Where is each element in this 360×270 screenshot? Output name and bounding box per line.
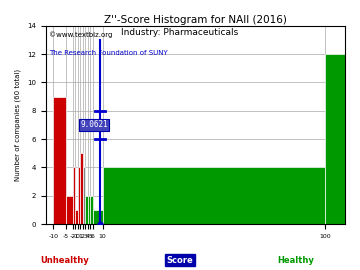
Bar: [76, 210, 78, 224]
Text: Unhealthy: Unhealthy: [40, 256, 89, 265]
Text: Healthy: Healthy: [277, 256, 314, 265]
Bar: [103, 167, 325, 224]
Text: The Research Foundation of SUNY: The Research Foundation of SUNY: [49, 50, 167, 56]
Bar: [78, 167, 80, 224]
Text: ©www.textbiz.org: ©www.textbiz.org: [49, 32, 112, 38]
Bar: [83, 167, 85, 224]
Bar: [53, 97, 66, 224]
Bar: [85, 196, 88, 224]
Bar: [90, 196, 93, 224]
Bar: [66, 196, 73, 224]
Bar: [88, 196, 90, 224]
Text: 9.0621: 9.0621: [80, 120, 108, 129]
Y-axis label: Number of companies (60 total): Number of companies (60 total): [15, 69, 22, 181]
Bar: [73, 167, 76, 224]
Title: Z''-Score Histogram for NAII (2016): Z''-Score Histogram for NAII (2016): [104, 15, 287, 25]
Bar: [80, 153, 83, 224]
Bar: [325, 54, 350, 224]
Bar: [93, 210, 103, 224]
Text: Score: Score: [167, 256, 193, 265]
Text: Industry: Pharmaceuticals: Industry: Pharmaceuticals: [121, 28, 239, 37]
